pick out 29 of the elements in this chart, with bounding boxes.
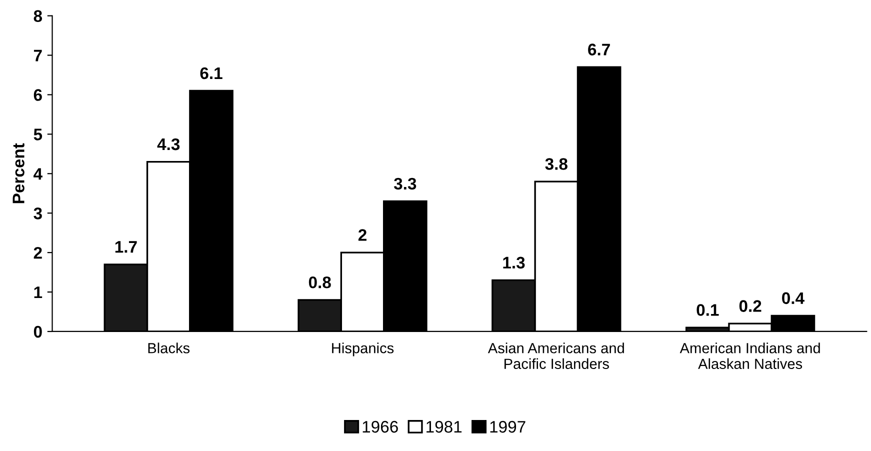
y-tick-label: 1 [34, 286, 42, 298]
data-label: 0.1 [696, 304, 719, 316]
y-tick-label: 5 [34, 128, 42, 140]
legend-label: 1966 [362, 420, 398, 433]
y-tick-label: 6 [34, 89, 42, 101]
data-label: 0.8 [308, 276, 331, 288]
x-tick-label: Hispanics [332, 342, 394, 356]
y-tick-label: 7 [34, 50, 42, 62]
data-label: 1.7 [115, 241, 137, 253]
y-tick-label: 0 [34, 326, 42, 338]
x-tick-label: Asian Americans and Pacific Islanders [488, 342, 624, 370]
data-label: 6.1 [200, 67, 222, 80]
y-tick-label: 3 [34, 208, 42, 220]
y-tick-label: 4 [34, 168, 42, 180]
y-tick-label: 2 [34, 246, 42, 259]
legend-label: 1981 [426, 420, 462, 433]
data-label: 3.8 [545, 158, 568, 170]
data-label: 6.7 [588, 44, 610, 56]
data-label: 2 [358, 229, 366, 241]
data-label: 0.2 [739, 300, 762, 312]
data-label: 4.3 [157, 138, 180, 150]
data-label: 3.3 [394, 178, 416, 190]
x-tick-label: Blacks [148, 342, 190, 354]
data-label: 0.4 [782, 292, 804, 304]
y-tick-label: 8 [34, 10, 42, 22]
legend-label: 1997 [490, 420, 526, 433]
data-label: 1.3 [503, 256, 525, 269]
y-axis-title: Percent [12, 143, 24, 204]
x-tick-label: American Indians and Alaskan Natives [680, 342, 820, 370]
